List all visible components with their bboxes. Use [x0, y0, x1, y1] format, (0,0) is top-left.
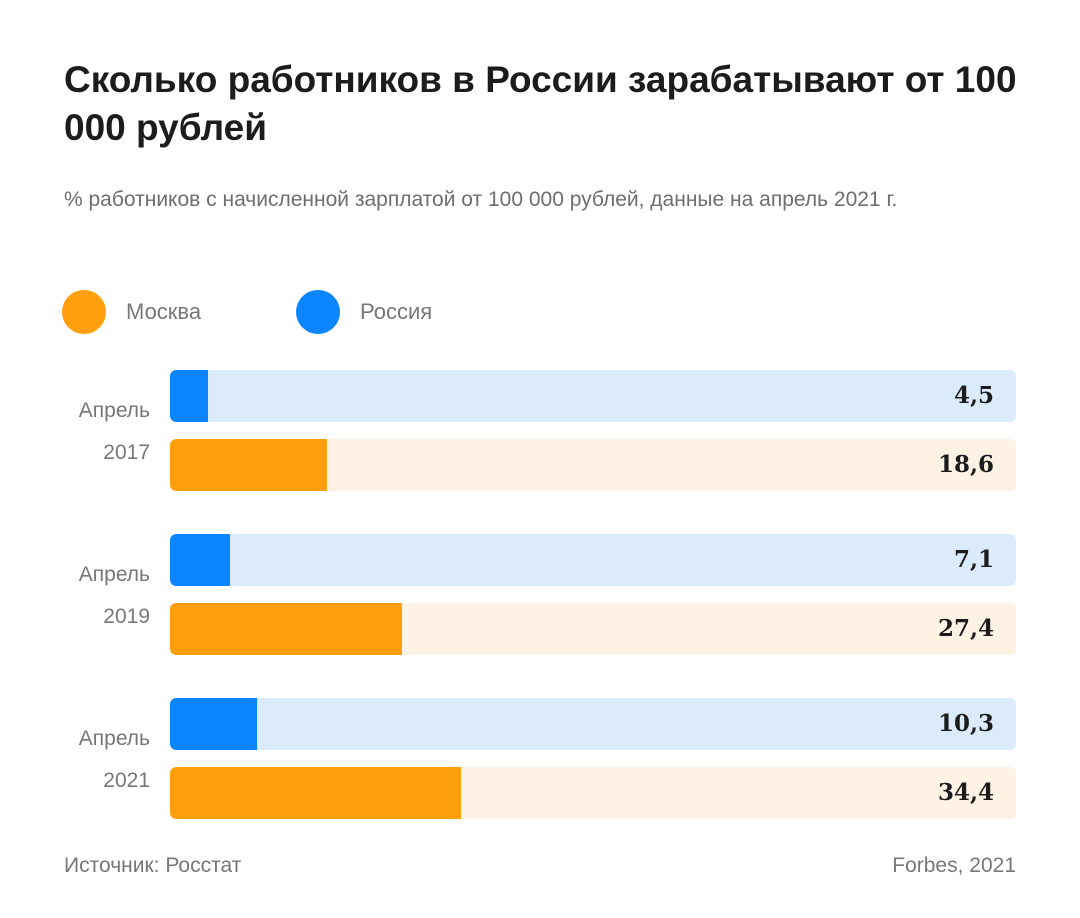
bar-russia-2021 [170, 698, 258, 750]
data-label-russia-2017: 4,5 [953, 382, 994, 409]
bar-track-russia-2017: 4,5 [170, 370, 1016, 422]
category-label-line2: 2017 [103, 441, 150, 464]
bar-russia-2017 [170, 370, 209, 422]
bar-moscow-2017 [170, 439, 328, 491]
bar-track-moscow-2017: 18,6 [170, 439, 1016, 491]
category-label-line1: Апрель [78, 563, 150, 586]
data-label-russia-2019: 7,1 [953, 546, 994, 573]
legend-label-moscow: Москва [126, 299, 202, 324]
bar-track-moscow-2021: 34,4 [170, 767, 1016, 819]
category-label-line2: 2019 [103, 605, 150, 628]
bar-russia-2019 [170, 534, 231, 586]
category-label-line2: 2021 [103, 769, 150, 792]
category-label-2017: Апрель 2017 [64, 390, 150, 474]
legend-dot-moscow [62, 290, 106, 334]
category-label-2021: Апрель 2021 [64, 718, 150, 802]
legend-dot-russia [296, 290, 340, 334]
credit-note: Forbes, 2021 [892, 854, 1016, 877]
data-label-moscow-2021: 34,4 [937, 779, 994, 806]
bar-track-russia-2019: 7,1 [170, 534, 1016, 586]
category-label-2019: Апрель 2019 [64, 554, 150, 638]
data-label-russia-2021: 10,3 [937, 710, 994, 737]
data-label-moscow-2019: 27,4 [937, 615, 994, 642]
data-label-moscow-2017: 18,6 [937, 451, 994, 478]
bar-moscow-2019 [170, 603, 402, 655]
category-label-line1: Апрель [78, 399, 150, 422]
legend-label-russia: Россия [360, 299, 433, 324]
category-label-line1: Апрель [78, 727, 150, 750]
bar-moscow-2021 [170, 767, 462, 819]
bar-track-russia-2021: 10,3 [170, 698, 1016, 750]
chart-subtitle: % работников с начисленной зарплатой от … [64, 188, 898, 211]
bar-track-moscow-2019: 27,4 [170, 603, 1016, 655]
source-note: Источник: Росстат [64, 854, 242, 877]
chart-title: Сколько работников в России зарабатывают… [64, 59, 1017, 148]
